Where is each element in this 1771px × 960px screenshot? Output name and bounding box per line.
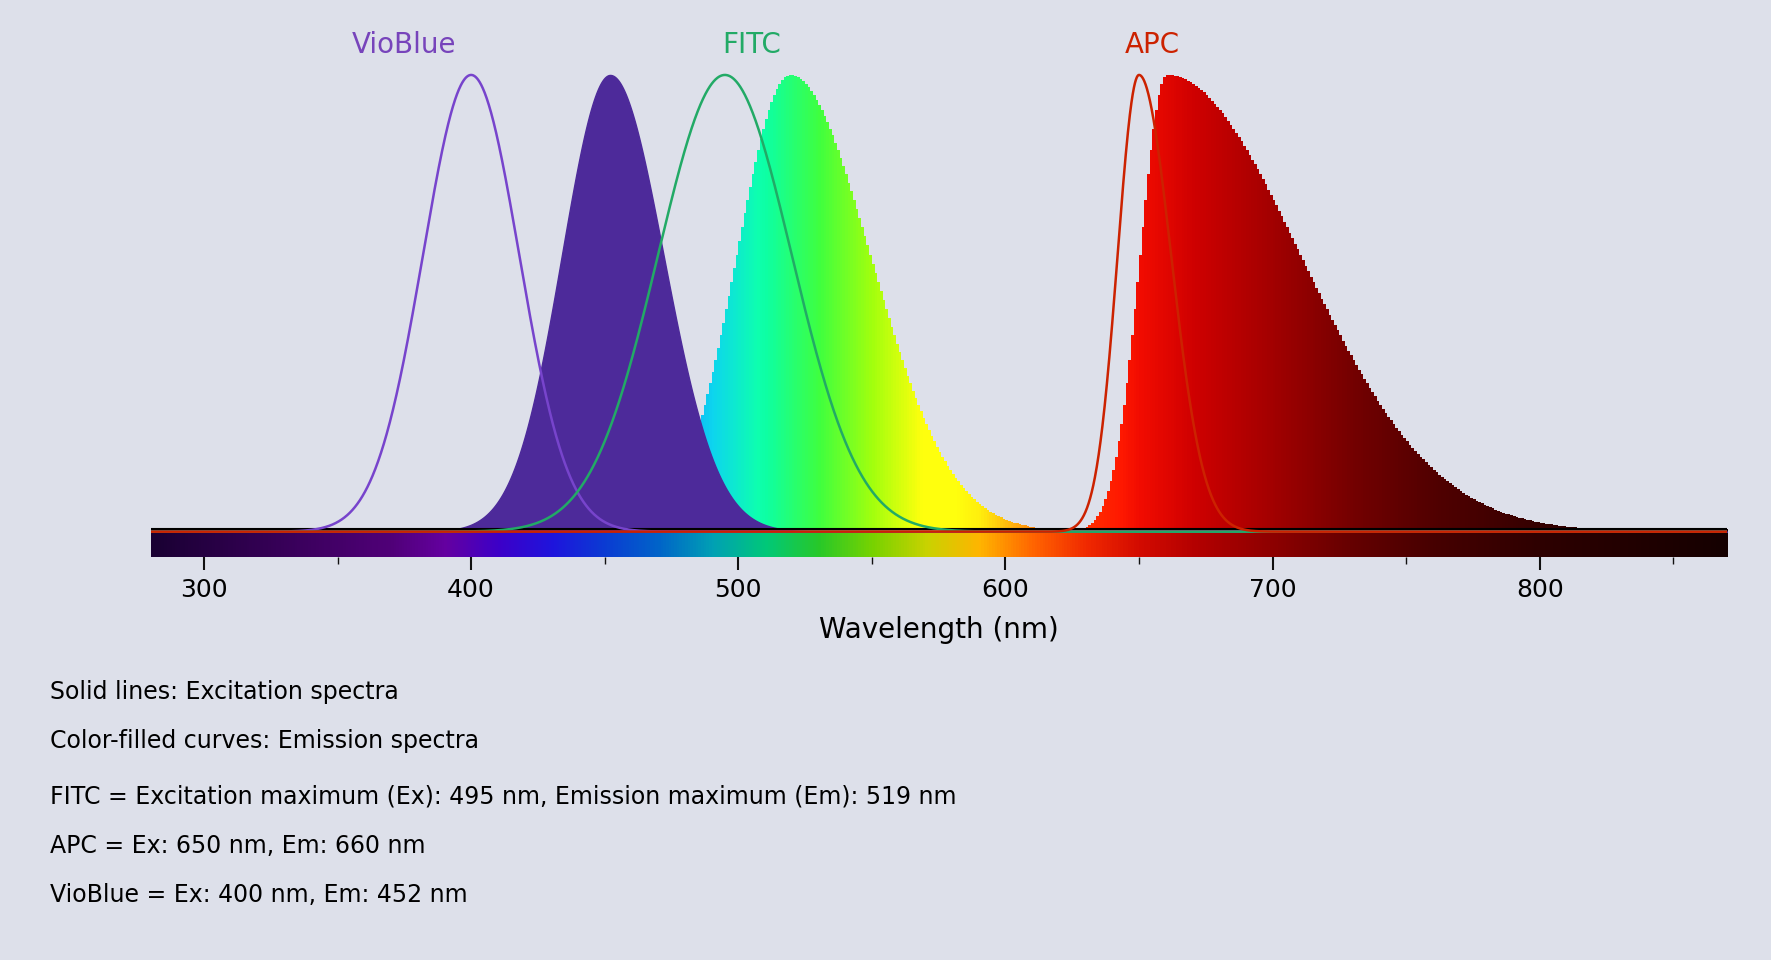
- Text: VioBlue: VioBlue: [352, 31, 457, 59]
- X-axis label: Wavelength (nm): Wavelength (nm): [818, 615, 1059, 643]
- Text: APC: APC: [1125, 31, 1179, 59]
- Text: FITC: FITC: [723, 31, 781, 59]
- Text: Solid lines: Excitation spectra: Solid lines: Excitation spectra: [50, 680, 398, 704]
- Text: VioBlue = Ex: 400 nm, Em: 452 nm: VioBlue = Ex: 400 nm, Em: 452 nm: [50, 883, 468, 907]
- Text: FITC = Excitation maximum (Ex): 495 nm, Emission maximum (Em): 519 nm: FITC = Excitation maximum (Ex): 495 nm, …: [50, 785, 956, 808]
- Text: APC = Ex: 650 nm, Em: 660 nm: APC = Ex: 650 nm, Em: 660 nm: [50, 834, 425, 858]
- Text: Color-filled curves: Emission spectra: Color-filled curves: Emission spectra: [50, 729, 478, 753]
